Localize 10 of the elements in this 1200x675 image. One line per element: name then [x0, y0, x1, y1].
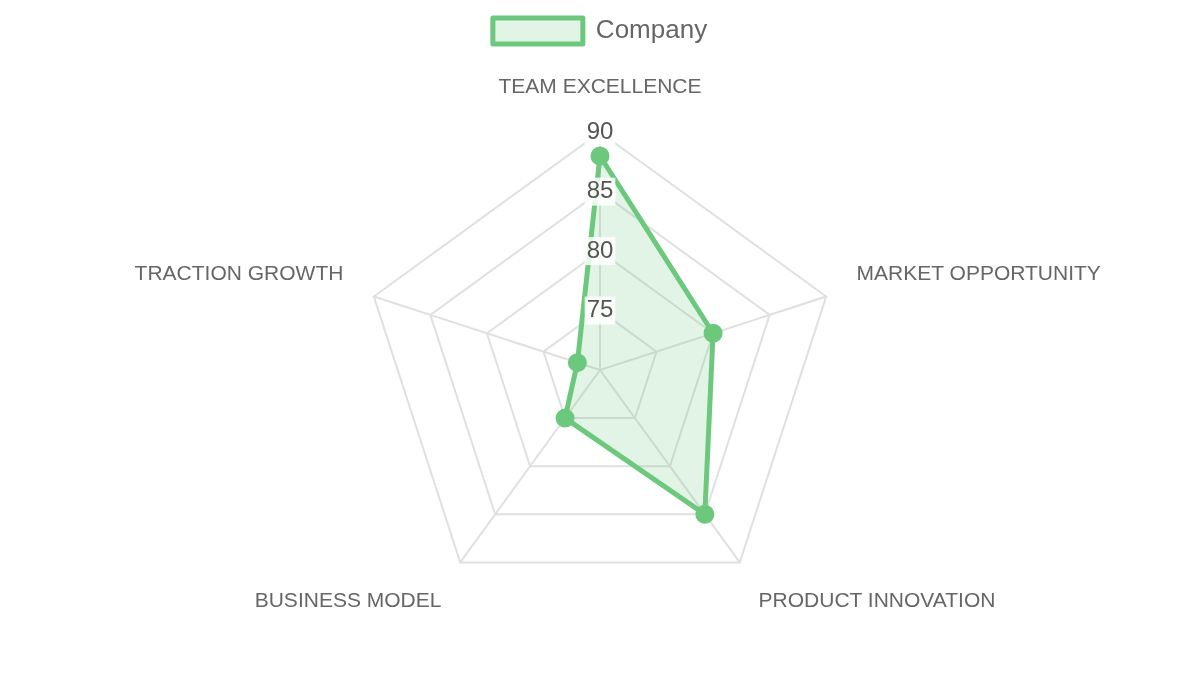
- spoke-label: PRODUCT INNOVATION: [758, 587, 996, 611]
- y-tick-label: 75: [586, 295, 614, 323]
- spoke-label: TEAM EXCELLENCE: [498, 74, 702, 98]
- legend-label: Company: [595, 14, 708, 45]
- spoke-label: TRACTION GROWTH: [134, 260, 344, 284]
- spoke-label: MARKET OPPORTUNITY: [856, 260, 1101, 284]
- y-tick-label: 80: [586, 235, 614, 263]
- y-tick-label: 85: [586, 176, 614, 204]
- y-tick-label: 90: [586, 116, 614, 144]
- spoke-label: BUSINESS MODEL: [254, 587, 442, 611]
